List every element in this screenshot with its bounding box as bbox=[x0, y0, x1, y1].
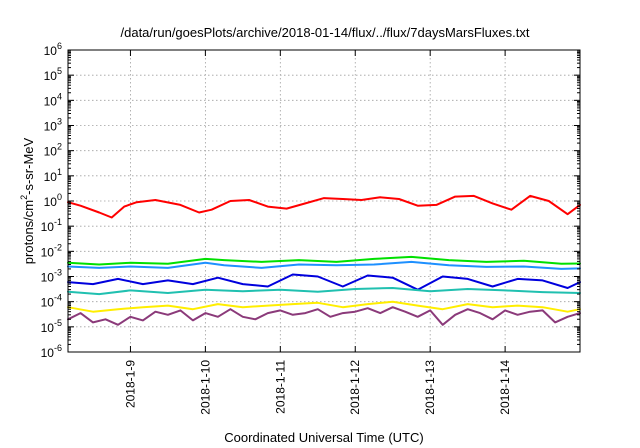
y-tick-base: 10 bbox=[41, 321, 55, 335]
y-tick-label: 103 bbox=[44, 117, 62, 134]
axis-ticks bbox=[68, 49, 580, 353]
x-tick-labels: 2018-1-9 2018-1-10 2018-1-11 2018-1-12 2018-… bbox=[123, 360, 512, 415]
y-tick-base: 10 bbox=[44, 120, 58, 134]
y-tick-label: 101 bbox=[44, 167, 62, 184]
y-tick-exponent: -2 bbox=[54, 242, 62, 252]
y-tick-label: 102 bbox=[44, 142, 62, 159]
y-axis-label-exponent: 2 bbox=[19, 195, 29, 200]
y-tick-base: 10 bbox=[44, 195, 58, 209]
y-tick-base: 10 bbox=[44, 94, 58, 108]
y-tick-labels: 10-610-510-410-310-210-11001011021031041… bbox=[41, 41, 62, 360]
y-tick-exponent: 4 bbox=[57, 91, 62, 101]
chart-title: /data/run/goesPlots/archive/2018-01-14/f… bbox=[121, 25, 530, 40]
y-tick-label: 10-3 bbox=[41, 268, 62, 285]
y-tick-label: 10-4 bbox=[41, 293, 62, 310]
y-tick-base: 10 bbox=[41, 296, 55, 310]
y-tick-exponent: -5 bbox=[54, 318, 62, 328]
y-tick-label: 10-5 bbox=[41, 318, 62, 335]
series-line-4 bbox=[67, 273, 581, 291]
y-tick-base: 10 bbox=[44, 145, 58, 159]
y-tick-label: 106 bbox=[44, 41, 62, 58]
y-tick-base: 10 bbox=[44, 170, 58, 184]
y-tick-exponent: 0 bbox=[57, 192, 62, 202]
y-tick-exponent: 5 bbox=[57, 66, 62, 76]
y-tick-exponent: -1 bbox=[54, 217, 62, 227]
y-tick-base: 10 bbox=[41, 245, 55, 259]
x-axis-label: Coordinated Universal Time (UTC) bbox=[224, 430, 423, 445]
plot-area bbox=[67, 49, 581, 353]
y-tick-label: 105 bbox=[44, 66, 62, 83]
y-tick-label: 10-1 bbox=[41, 217, 62, 234]
series-line-5 bbox=[67, 287, 581, 296]
y-tick-base: 10 bbox=[44, 69, 58, 83]
y-axis-label-base: protons/cm bbox=[21, 200, 36, 264]
y-tick-base: 10 bbox=[41, 271, 55, 285]
series-line-2 bbox=[67, 255, 581, 266]
x-tick-label: 2018-1-12 bbox=[348, 360, 362, 415]
y-tick-exponent: -4 bbox=[54, 293, 62, 303]
y-tick-exponent: -6 bbox=[54, 343, 62, 353]
y-tick-exponent: 1 bbox=[57, 167, 62, 177]
y-tick-label: 10-2 bbox=[41, 242, 62, 259]
grid-lines bbox=[68, 50, 580, 352]
x-tick-label: 2018-1-14 bbox=[498, 360, 512, 415]
x-tick-label: 2018-1-11 bbox=[273, 360, 287, 414]
series-line-7 bbox=[67, 306, 581, 326]
y-axis-label-rest: -s-sr-MeV bbox=[21, 137, 36, 194]
y-tick-exponent: 6 bbox=[57, 41, 62, 51]
y-tick-label: 100 bbox=[44, 192, 62, 209]
y-tick-base: 10 bbox=[44, 44, 58, 58]
series-line-1 bbox=[67, 194, 581, 219]
y-tick-exponent: 2 bbox=[57, 142, 62, 152]
y-tick-base: 10 bbox=[41, 346, 55, 360]
series-line-3 bbox=[67, 260, 581, 270]
y-tick-exponent: 3 bbox=[57, 117, 62, 127]
y-tick-exponent: -3 bbox=[54, 268, 62, 278]
y-tick-label: 104 bbox=[44, 91, 62, 108]
y-tick-base: 10 bbox=[41, 220, 55, 234]
y-tick-label: 10-6 bbox=[41, 343, 62, 360]
x-tick-label: 2018-1-13 bbox=[423, 360, 437, 415]
series-lines bbox=[67, 194, 581, 326]
y-axis-label: protons/cm2-s-sr-MeV bbox=[19, 137, 36, 264]
x-tick-label: 2018-1-10 bbox=[198, 360, 212, 415]
series-line-6 bbox=[67, 300, 581, 313]
x-tick-label: 2018-1-9 bbox=[123, 360, 137, 408]
